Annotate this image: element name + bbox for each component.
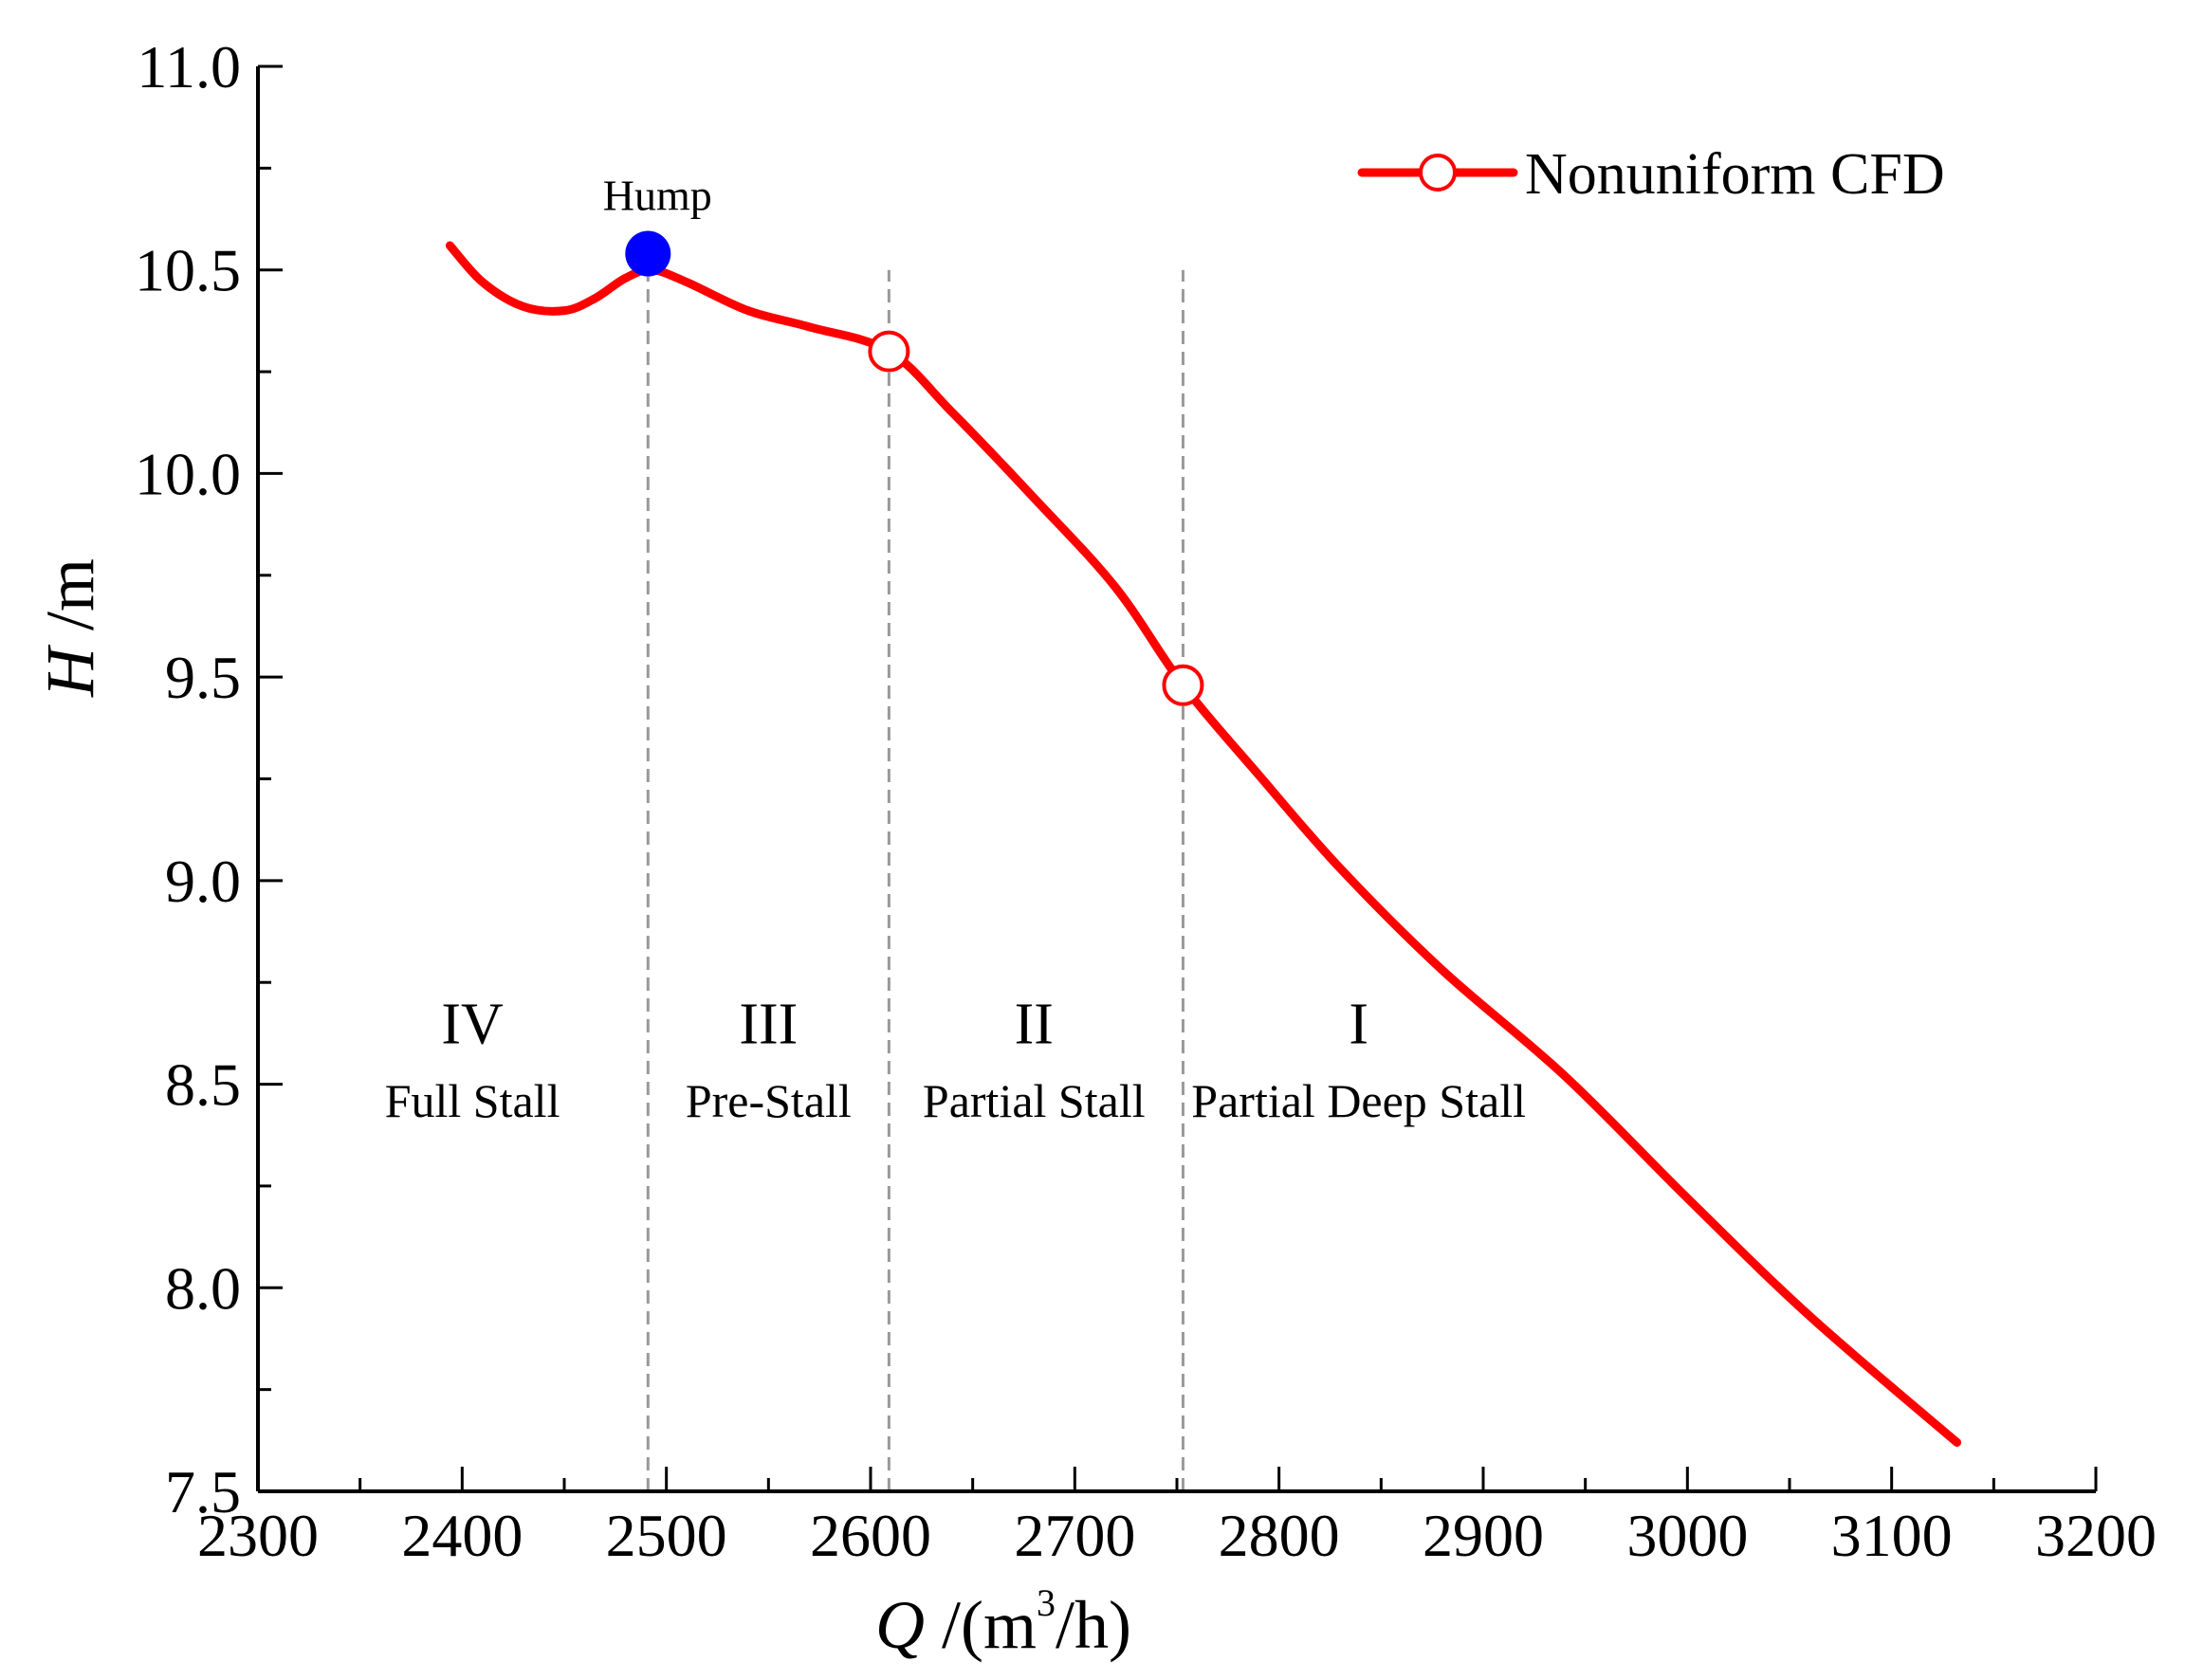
- x-axis-symbol: Q: [875, 1587, 925, 1663]
- region-numeral-1: IV: [441, 993, 504, 1057]
- y-axis-symbol: H: [32, 644, 108, 698]
- y-tick-label: 10.5: [135, 237, 241, 304]
- y-tick-label: 10.0: [135, 440, 241, 507]
- region-numeral-3: II: [1015, 993, 1054, 1057]
- hump-label: Hump: [603, 172, 712, 220]
- region-name-2: Pre-Stall: [686, 1074, 852, 1127]
- hump-layer: Hump: [603, 172, 712, 277]
- x-tick-label: 2300: [197, 1502, 319, 1569]
- x-tick-label: 2900: [1423, 1502, 1544, 1569]
- x-axis-unit-superscript: 3: [1037, 1581, 1056, 1624]
- x-tick-label: 2400: [401, 1502, 523, 1569]
- y-tick-label: 7.5: [165, 1458, 241, 1525]
- x-tick-label: 2600: [810, 1502, 931, 1569]
- x-tick-label: 2700: [1014, 1502, 1135, 1569]
- y-tick-label: 9.0: [165, 848, 241, 915]
- series-line-1: [445, 241, 1962, 1447]
- y-tick-label: 8.5: [165, 1051, 241, 1119]
- x-axis-unit-prefix: /(m: [925, 1587, 1037, 1663]
- y-tick-label: 11.0: [137, 33, 241, 100]
- legend: Nonuniform CFD: [1357, 142, 1945, 207]
- legend-marker: [1419, 154, 1457, 192]
- region-name-4: Partial Deep Stall: [1191, 1074, 1526, 1127]
- legend-label: Nonuniform CFD: [1525, 142, 1945, 207]
- region-numeral-4: I: [1349, 993, 1368, 1057]
- region-name-3: Partial Stall: [923, 1074, 1146, 1127]
- x-tick-label: 2800: [1219, 1502, 1340, 1569]
- open-marker-1: [868, 330, 910, 373]
- y-tick-label: 9.5: [165, 644, 241, 711]
- y-axis-title: H /m: [32, 558, 108, 698]
- region-name-1: Full Stall: [385, 1074, 560, 1127]
- y-tick-label: 8.0: [165, 1254, 241, 1322]
- axes: 2300 2400 2500 2600 2700 2800 2900 3000 3100 3200…: [135, 33, 2157, 1569]
- y-axis-unit: /m: [32, 558, 108, 648]
- x-tick-label: 3200: [2035, 1502, 2157, 1569]
- x-tick-label: 3100: [1831, 1502, 1953, 1569]
- region-labels: IV Full Stall III Pre-Stall II Partial Stall I…: [385, 993, 1526, 1127]
- x-tick-label: 2500: [606, 1502, 727, 1569]
- open-marker-2: [1162, 664, 1204, 706]
- region-dividers: [646, 269, 1184, 1491]
- x-tick-label: 3000: [1626, 1502, 1748, 1569]
- region-numeral-2: III: [739, 993, 798, 1057]
- hump-marker: [625, 230, 671, 277]
- x-axis-unit-suffix: /h): [1056, 1587, 1131, 1663]
- x-axis-title: Q /(m3/h): [875, 1581, 1131, 1663]
- series-layer: [445, 241, 1962, 1447]
